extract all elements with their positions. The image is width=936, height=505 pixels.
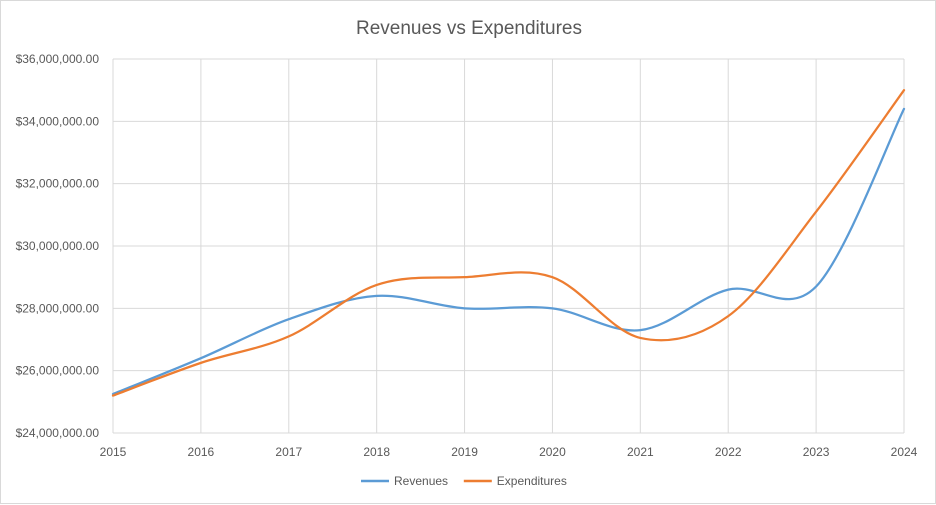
x-tick-label: 2024 — [891, 445, 918, 459]
axes: $24,000,000.00 $26,000,000.00 $28,000,000.… — [16, 52, 918, 459]
x-tick-label: 2020 — [539, 445, 566, 459]
y-tick-label: $36,000,000.00 — [16, 52, 100, 66]
legend-label: Revenues — [394, 474, 448, 488]
series-lines — [111, 89, 906, 397]
x-tick-label: 2017 — [275, 445, 302, 459]
x-tick-label: 2023 — [803, 445, 830, 459]
x-tick-label: 2021 — [627, 445, 654, 459]
chart-title: Revenues vs Expenditures — [356, 18, 582, 39]
x-tick-label: 2022 — [715, 445, 742, 459]
grid-lines — [112, 58, 905, 434]
legend-item-expenditures[interactable]: Expenditures — [463, 474, 567, 488]
y-tick-label: $34,000,000.00 — [16, 114, 100, 128]
x-tick-label: 2015 — [100, 445, 127, 459]
y-tick-label: $32,000,000.00 — [16, 177, 100, 191]
x-tick-label: 2019 — [451, 445, 478, 459]
y-tick-label: $28,000,000.00 — [16, 301, 100, 315]
legend[interactable]: Revenues Expenditures — [361, 474, 567, 488]
series-line-expenditures — [111, 89, 906, 397]
y-tick-label: $24,000,000.00 — [16, 426, 100, 440]
y-tick-label: $30,000,000.00 — [16, 239, 100, 253]
x-tick-label: 2016 — [188, 445, 215, 459]
x-tick-label: 2018 — [363, 445, 390, 459]
legend-label: Expenditures — [497, 474, 567, 488]
series-line-revenues — [111, 107, 906, 396]
y-tick-label: $26,000,000.00 — [16, 364, 100, 378]
legend-item-revenues[interactable]: Revenues — [361, 474, 448, 488]
